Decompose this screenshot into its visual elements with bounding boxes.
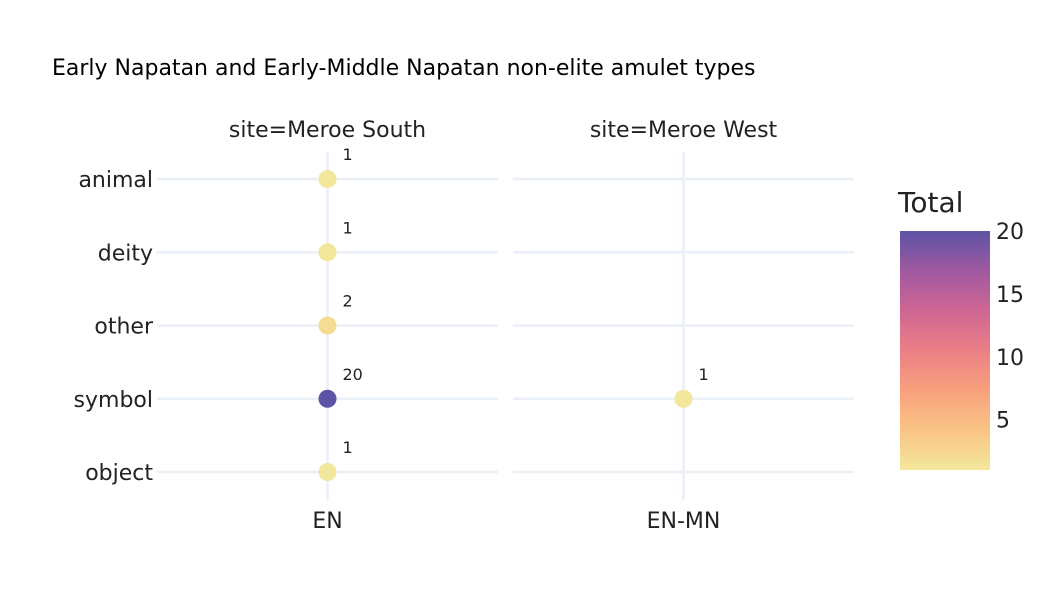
colorbar-title: Total (897, 186, 963, 219)
colorbar-tick-label: 10 (996, 346, 1024, 371)
data-label: 20 (343, 365, 363, 384)
y-axis: animal deity other symbol object (74, 168, 154, 486)
y-tick-label: other (94, 315, 154, 340)
colorbar-tick-label: 5 (996, 409, 1010, 434)
data-point (674, 389, 693, 408)
x-tick-label: EN-MN (647, 509, 721, 534)
colorbar-gradient (900, 231, 990, 470)
data-point (318, 463, 337, 481)
data-point (318, 389, 337, 408)
y-tick-label: symbol (74, 388, 153, 413)
y-tick-label: animal (78, 168, 153, 193)
colorbar: Total 5 10 15 20 (897, 186, 1024, 470)
chart-title: Early Napatan and Early-Middle Napatan n… (52, 56, 756, 81)
facets: EN site=Meroe South EN-MN site=Meroe West an… (74, 118, 854, 534)
data-label: 1 (343, 438, 353, 457)
x-tick-label: EN (312, 509, 342, 534)
data-point (318, 316, 337, 335)
data-label: 2 (343, 292, 353, 311)
points: 1 1 2 20 1 1 (318, 145, 709, 481)
y-tick-label: deity (98, 241, 153, 266)
y-tick-label: object (85, 461, 153, 486)
facet-panel-2: EN-MN site=Meroe West (513, 118, 854, 534)
colorbar-tick-label: 20 (996, 220, 1024, 245)
facet-title: site=Meroe South (229, 118, 426, 143)
data-point (318, 170, 337, 188)
data-label: 1 (699, 365, 709, 384)
facet-title: site=Meroe West (590, 118, 778, 143)
colorbar-tick-label: 15 (996, 283, 1024, 308)
colorbar-ticks: 5 10 15 20 (996, 220, 1024, 434)
data-label: 1 (343, 218, 353, 237)
data-label: 1 (343, 145, 353, 164)
data-point (318, 243, 337, 262)
